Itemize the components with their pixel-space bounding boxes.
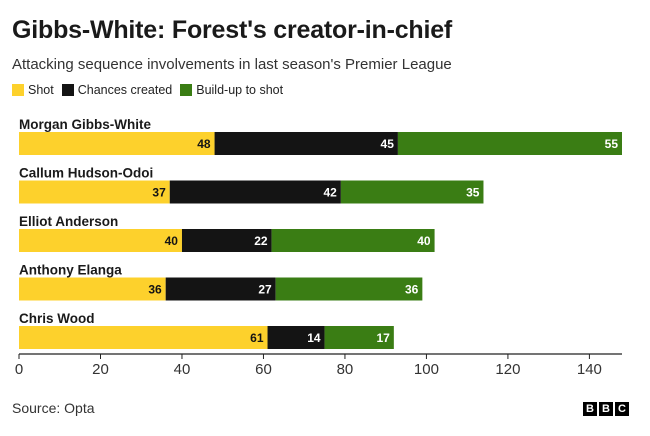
legend-label-buildup: Build-up to shot (196, 83, 284, 97)
legend-label-chances: Chances created (77, 83, 173, 97)
bar-chances (169, 180, 341, 204)
bar-buildup (340, 180, 484, 204)
category-label: Callum Hudson-Odoi (19, 166, 153, 181)
x-tick-label: 0 (15, 361, 23, 378)
data-label-shot: 61 (250, 331, 264, 345)
bar-chances (181, 229, 272, 252)
x-tick-label: 80 (337, 361, 354, 378)
bar-shot (19, 277, 166, 301)
bbc-logo: B B C (583, 402, 629, 416)
bar-shot (19, 132, 215, 155)
bar-chances (214, 132, 398, 155)
bar-buildup (397, 132, 622, 155)
legend: Shot Chances created Build-up to shot (12, 83, 291, 97)
category-label: Elliot Anderson (19, 214, 118, 229)
x-tick-label: 120 (495, 361, 520, 378)
x-tick-label: 140 (577, 361, 602, 378)
data-label-buildup: 17 (376, 331, 390, 345)
source-note: Source: Opta (12, 400, 95, 416)
data-label-chances: 45 (381, 137, 395, 151)
stacked-bar-chart: Morgan Gibbs-White 48 45 55 Callum Hudson-Od… (15, 117, 622, 378)
chart-subtitle: Attacking sequence involvements in last … (12, 56, 452, 73)
chart-title: Gibbs-White: Forest's creator-in-chief (12, 16, 453, 44)
legend-swatch-chances (61, 84, 74, 96)
data-label-buildup: 36 (405, 283, 419, 297)
legend-item-buildup: Build-up to shot (180, 83, 283, 97)
bar-shot (19, 180, 170, 204)
data-label-buildup: 40 (417, 234, 431, 248)
category-label: Anthony Elanga (19, 263, 122, 278)
data-label-chances: 22 (254, 234, 268, 248)
data-label-buildup: 35 (466, 186, 480, 200)
x-tick-label: 100 (414, 361, 439, 378)
legend-swatch-shot (12, 84, 24, 96)
data-label-chances: 27 (258, 283, 272, 297)
bar-chances (165, 277, 276, 301)
data-label-shot: 48 (197, 137, 211, 151)
x-tick-label: 60 (255, 361, 272, 378)
x-tick-label: 20 (92, 361, 109, 378)
data-label-shot: 36 (148, 283, 162, 297)
legend-swatch-buildup (180, 84, 193, 96)
data-label-shot: 40 (165, 234, 179, 248)
bar-chances (267, 326, 325, 349)
legend-item-chances: Chances created (61, 83, 173, 97)
data-label-shot: 37 (152, 186, 166, 200)
bar-shot (19, 229, 182, 252)
x-tick-label: 40 (174, 361, 191, 378)
bbc-logo-block: C (615, 402, 629, 416)
data-label-chances: 14 (307, 331, 321, 345)
category-label: Chris Wood (19, 311, 95, 326)
bbc-logo-block: B (599, 402, 613, 416)
bar-buildup (324, 326, 394, 349)
category-label: Morgan Gibbs-White (19, 117, 151, 132)
legend-item-shot: Shot (12, 83, 54, 97)
legend-label-shot: Shot (28, 83, 54, 97)
data-label-buildup: 55 (605, 137, 619, 151)
bar-shot (19, 326, 268, 349)
bbc-logo-block: B (583, 402, 597, 416)
bar-buildup (271, 229, 435, 252)
bar-buildup (275, 277, 423, 301)
data-label-chances: 42 (324, 186, 338, 200)
